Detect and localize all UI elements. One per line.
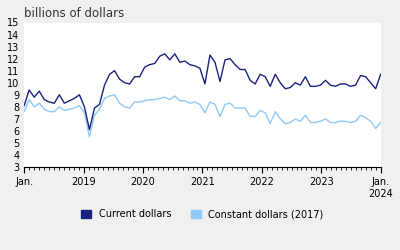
Legend: Current dollars, Constant dollars (2017): Current dollars, Constant dollars (2017): [78, 205, 328, 223]
Text: billions of dollars: billions of dollars: [24, 7, 124, 20]
